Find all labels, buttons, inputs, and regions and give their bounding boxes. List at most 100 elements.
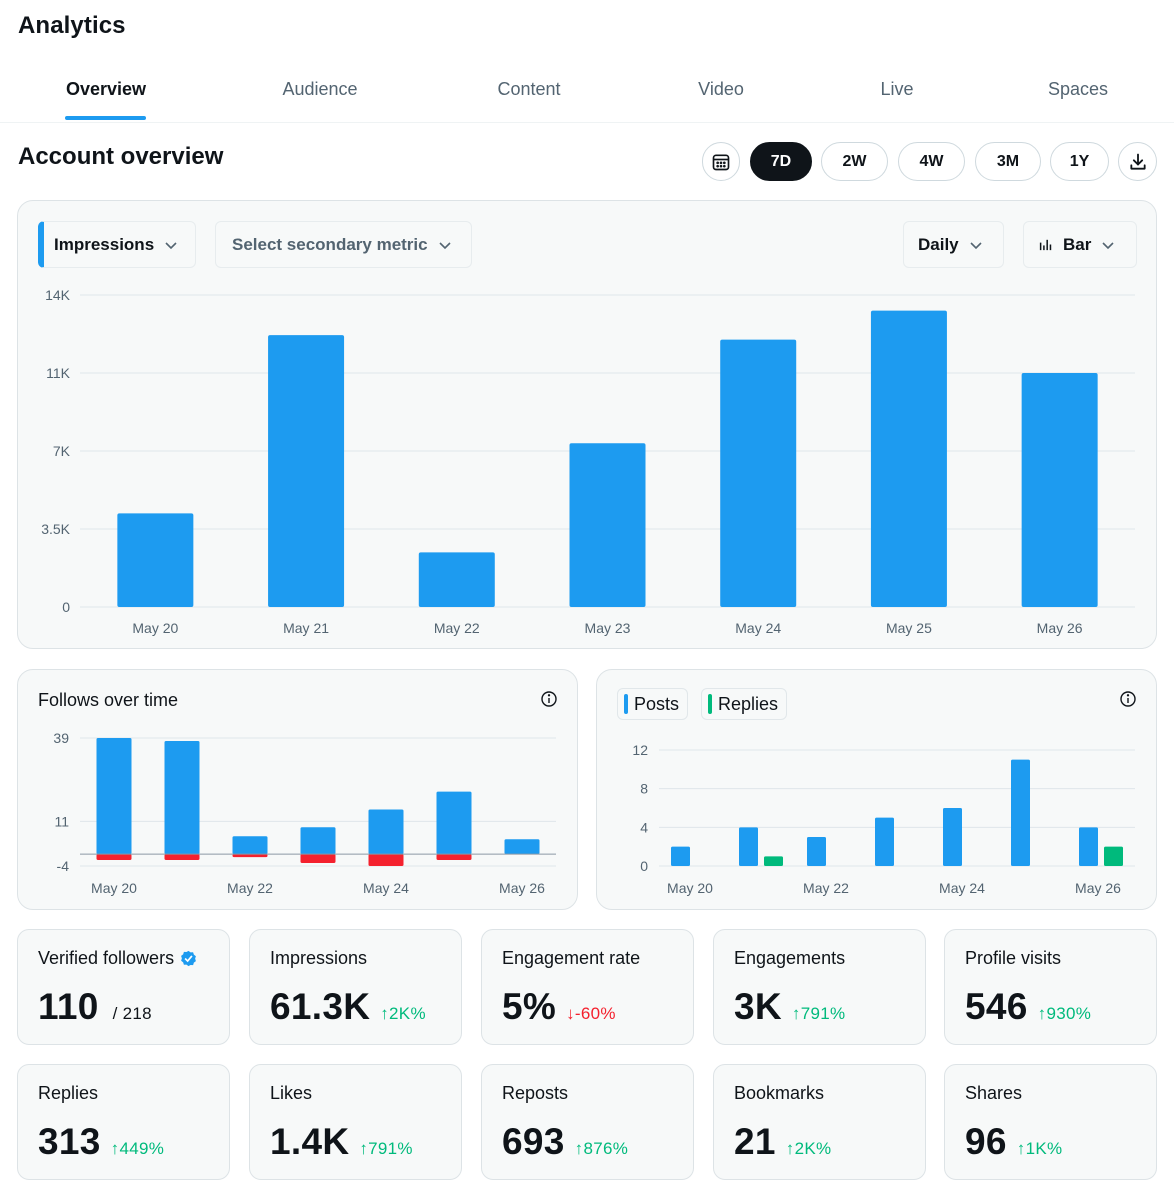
- stat-total: / 218: [112, 1004, 152, 1023]
- x-tick-label: May 25: [886, 620, 932, 636]
- stat-label: Reposts: [502, 1083, 569, 1103]
- y-tick-label: 3.5K: [41, 521, 70, 537]
- chart-type-label: Bar: [1063, 234, 1092, 254]
- chevron-down-icon: [165, 241, 177, 249]
- impressions-bar: [569, 443, 646, 607]
- posts-bar: [807, 837, 826, 866]
- verified-badge-icon: [181, 950, 196, 967]
- stat-shares[interactable]: Shares 96 ↑1K%: [944, 1064, 1157, 1180]
- x-tick-label: May 26: [1037, 620, 1083, 636]
- stat-label: Engagements: [734, 948, 846, 968]
- stat-reposts[interactable]: Reposts 693 ↑876%: [481, 1064, 694, 1180]
- stat-value-row: 96 ↑1K%: [965, 1121, 1062, 1163]
- primary-metric-select[interactable]: Impressions: [38, 221, 196, 268]
- unfollows-bar: [368, 854, 404, 866]
- x-tick-label: May 20: [132, 620, 178, 636]
- x-tick-label: May 24: [939, 880, 985, 896]
- chevron-down-icon: [439, 241, 451, 249]
- secondary-metric-select[interactable]: Select secondary metric: [215, 221, 472, 268]
- follows-bar: [300, 827, 336, 855]
- stat-delta-value: 930%: [1046, 1004, 1092, 1023]
- stat-label: Verified followers: [38, 948, 197, 969]
- stat-delta: ↑2K%: [380, 1004, 426, 1023]
- stat-label: Impressions: [270, 948, 368, 968]
- legend-posts[interactable]: Posts: [617, 688, 689, 720]
- tab-spaces[interactable]: Spaces: [1047, 79, 1109, 99]
- impressions-bar: [418, 552, 495, 607]
- stat-delta: ↑1K%: [1016, 1139, 1063, 1158]
- chevron-down-icon: [970, 241, 982, 249]
- stat-value-row: 61.3K ↑2K%: [270, 986, 426, 1028]
- page-title: Analytics: [18, 12, 126, 39]
- calendar-icon: [712, 154, 730, 170]
- stat-delta-value: 2K%: [389, 1004, 426, 1023]
- stat-label: Replies: [38, 1083, 99, 1103]
- tab-overview[interactable]: Overview: [65, 79, 147, 99]
- stat-delta: ↑791%: [791, 1004, 846, 1023]
- download-icon: [1129, 153, 1146, 170]
- tab-live[interactable]: Live: [880, 79, 914, 99]
- range-1y-button[interactable]: 1Y: [1050, 142, 1109, 181]
- impressions-bar: [720, 339, 797, 607]
- range-3m-button[interactable]: 3M: [975, 142, 1041, 181]
- legend-replies[interactable]: Replies: [701, 688, 788, 720]
- stat-value: 313: [38, 1121, 101, 1162]
- tab-content[interactable]: Content: [497, 79, 561, 99]
- primary-metric-label: Impressions: [54, 234, 155, 254]
- posts-bar: [671, 846, 690, 866]
- posts-bar: [875, 817, 894, 866]
- x-tick-label: May 21: [283, 620, 329, 636]
- stat-bookmarks[interactable]: Bookmarks 21 ↑2K%: [713, 1064, 926, 1180]
- follows-bar-chart: -4 11 39 May 20 May 22 May 24 May 26: [53, 730, 556, 896]
- stat-likes[interactable]: Likes 1.4K ↑791%: [249, 1064, 462, 1180]
- legend-label: Posts: [634, 693, 680, 714]
- x-tick-label: May 26: [1075, 880, 1121, 896]
- stat-impressions[interactable]: Impressions 61.3K ↑2K%: [249, 929, 462, 1045]
- granularity-select[interactable]: Daily: [903, 221, 1004, 268]
- stat-value-row: 693 ↑876%: [502, 1121, 628, 1163]
- stat-engagements[interactable]: Engagements 3K ↑791%: [713, 929, 926, 1045]
- download-button[interactable]: [1118, 142, 1157, 181]
- follows-card-title: Follows over time: [38, 690, 179, 710]
- date-picker-button[interactable]: [702, 142, 740, 181]
- stat-label: Shares: [965, 1083, 1023, 1103]
- replies-bar: [1104, 846, 1123, 866]
- bar-chart-icon: [1039, 239, 1052, 251]
- tab-audience[interactable]: Audience: [282, 79, 358, 99]
- stat-label: Engagement rate: [502, 948, 641, 968]
- range-2w-button[interactable]: 2W: [821, 142, 888, 181]
- unfollows-bar: [164, 854, 200, 861]
- info-icon[interactable]: [1119, 690, 1137, 708]
- stat-label: Bookmarks: [734, 1083, 825, 1103]
- stat-value: 21: [734, 1121, 776, 1162]
- info-icon[interactable]: [540, 690, 558, 708]
- unfollows-bar: [436, 854, 472, 861]
- follows-chart-card: Follows over time -4 11 39 May 20 May 22 May …: [17, 669, 578, 910]
- posts-bar: [943, 808, 962, 866]
- stat-engagement-rate[interactable]: Engagement rate 5% ↓-60%: [481, 929, 694, 1045]
- y-tick-label: 8: [640, 781, 648, 797]
- y-tick-label: 12: [632, 742, 648, 758]
- impressions-chart-card: Impressions Select secondary metric Dail…: [17, 200, 1157, 649]
- stat-verified-followers[interactable]: Verified followers 110 / 218: [17, 929, 230, 1045]
- x-tick-label: May 24: [363, 880, 409, 896]
- range-4w-button[interactable]: 4W: [898, 142, 965, 181]
- posts-replies-bar-chart: 0 4 8 12 May 20 May 22 May 24 May 26: [632, 742, 1135, 896]
- stat-value-row: 5% ↓-60%: [502, 986, 616, 1028]
- legend-swatch: [624, 694, 628, 714]
- x-tick-label: May 22: [803, 880, 849, 896]
- stat-delta-value: 1K%: [1025, 1139, 1063, 1158]
- chart-type-select[interactable]: Bar: [1023, 221, 1137, 268]
- legend-label: Replies: [718, 693, 779, 714]
- granularity-label: Daily: [918, 234, 959, 254]
- follows-bar: [232, 836, 268, 855]
- stat-replies[interactable]: Replies 313 ↑449%: [17, 1064, 230, 1180]
- stat-value-row: 110 / 218: [38, 986, 152, 1028]
- y-tick-label: 39: [53, 730, 69, 746]
- stat-delta-value: 791%: [800, 1004, 846, 1023]
- range-7d-button[interactable]: 7D: [750, 142, 812, 181]
- tab-video[interactable]: Video: [698, 79, 744, 99]
- stat-label: Likes: [270, 1083, 313, 1103]
- stat-delta: ↑449%: [110, 1139, 165, 1158]
- stat-profile-visits[interactable]: Profile visits 546 ↑930%: [944, 929, 1157, 1045]
